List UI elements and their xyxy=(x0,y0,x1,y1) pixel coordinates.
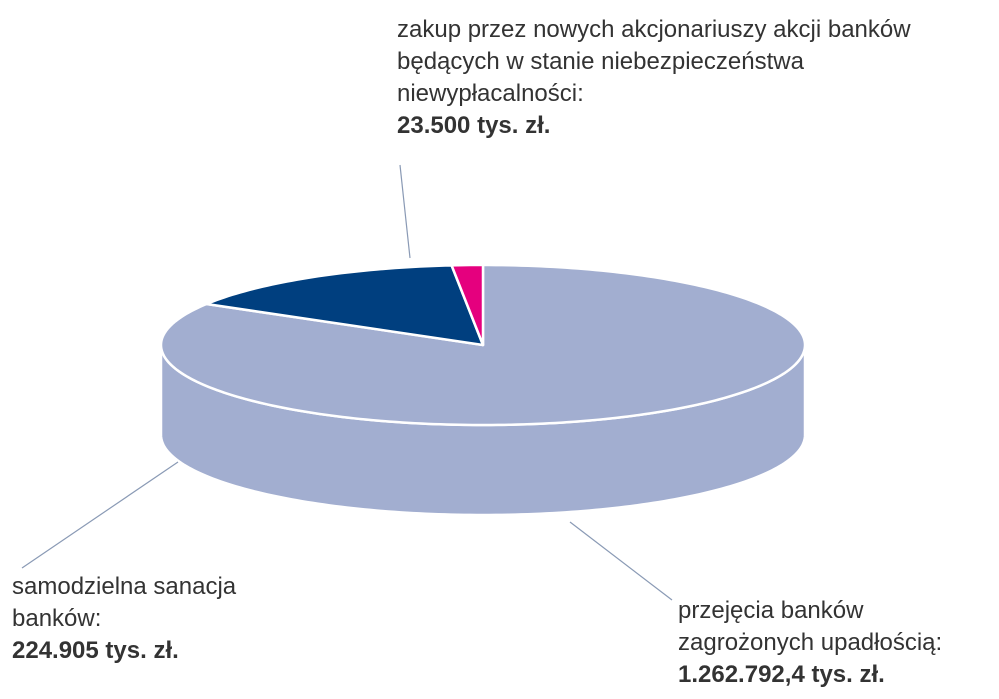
category-label: zakup przez nowych akcjonariuszy akcji b… xyxy=(397,16,911,107)
slice xyxy=(450,263,485,347)
category-label: przejęcia banków zagrożonych upadłością: xyxy=(678,597,943,656)
slice-label: przejęcia banków zagrożonych upadłością:… xyxy=(678,595,998,691)
slice-label: samodzielna sanacja banków: 224.905 tys. … xyxy=(12,571,302,667)
value-label: 1.262.792,4 tys. zł. xyxy=(678,661,885,688)
leader-line xyxy=(21,461,179,569)
value-label: 23.500 tys. zł. xyxy=(397,112,551,139)
leader-line xyxy=(569,521,673,601)
category-label: samodzielna sanacja banków: xyxy=(12,573,237,632)
pie xyxy=(159,263,807,517)
slice-label: zakup przez nowych akcjonariuszy akcji b… xyxy=(397,14,957,142)
value-label: 224.905 tys. zł. xyxy=(12,637,179,664)
slice xyxy=(205,264,485,347)
leader-line xyxy=(399,164,411,259)
slice xyxy=(159,263,807,427)
